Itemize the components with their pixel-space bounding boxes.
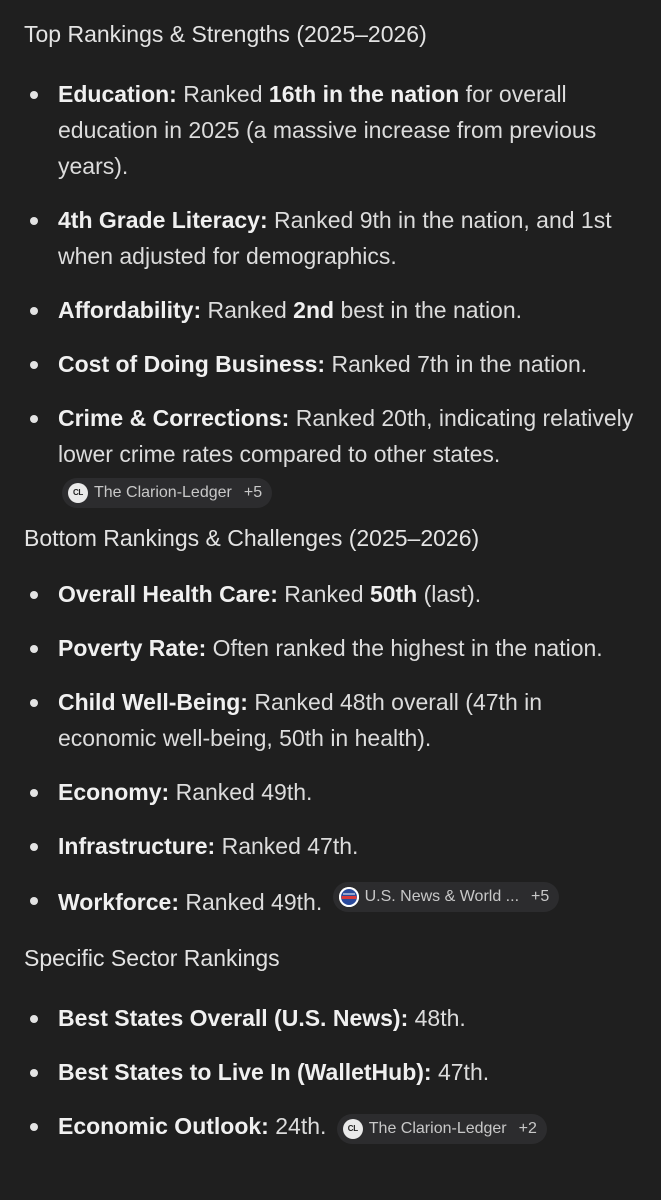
list-item: Cost of Doing Business: Ranked 7th in th… bbox=[24, 346, 637, 382]
section-heading-bottom-rankings: Bottom Rankings & Challenges (2025–2026) bbox=[24, 525, 480, 551]
item-label: Workforce: bbox=[58, 889, 179, 915]
source-chip-clarion-ledger[interactable]: CL The Clarion-Ledger +5 bbox=[62, 478, 273, 508]
sector-rankings-list: Best States Overall (U.S. News): 48th. B… bbox=[24, 1000, 637, 1144]
chip-more-count: +2 bbox=[518, 1120, 537, 1137]
clarion-ledger-logo-icon: CL bbox=[68, 483, 88, 503]
list-item: Education: Ranked 16th in the nation for… bbox=[24, 76, 637, 184]
item-text: Ranked 9th in the nation, and 1st when a… bbox=[58, 207, 612, 269]
source-chip-clarion-ledger[interactable]: CL The Clarion-Ledger +2 bbox=[336, 1114, 547, 1144]
bullet-icon bbox=[30, 1123, 38, 1131]
bullet-icon bbox=[30, 217, 38, 225]
list-item: Crime & Corrections: Ranked 20th, indica… bbox=[24, 400, 637, 508]
list-item: Workforce: Ranked 49th. U.S. News & Worl… bbox=[24, 882, 637, 920]
bullet-icon bbox=[30, 699, 38, 707]
item-text: Often ranked the highest in the nation. bbox=[206, 635, 603, 661]
bullet-icon bbox=[30, 91, 38, 99]
list-item: Child Well-Being: Ranked 48th overall (4… bbox=[24, 684, 637, 756]
source-chip-us-news[interactable]: U.S. News & World ... +5 bbox=[332, 882, 560, 912]
bullet-icon bbox=[30, 645, 38, 653]
bullet-icon bbox=[30, 843, 38, 851]
chip-more-count: +5 bbox=[243, 484, 263, 501]
list-item: Affordability: Ranked 2nd best in the na… bbox=[24, 292, 637, 328]
item-text: Ranked 20th, indicating relatively lower… bbox=[58, 405, 634, 467]
chip-more-count: +5 bbox=[531, 888, 550, 905]
bullet-icon bbox=[30, 1015, 38, 1023]
bottom-rankings-list: Overall Health Care: Ranked 50th (last).… bbox=[24, 576, 637, 920]
item-text: 24th. bbox=[268, 1113, 327, 1139]
section-heading-sector-rankings: Specific Sector Rankings bbox=[24, 945, 280, 971]
item-text: best in the nation. bbox=[334, 297, 523, 323]
list-item: Economy: Ranked 49th. bbox=[24, 774, 637, 810]
list-item: Overall Health Care: Ranked 50th (last). bbox=[24, 576, 637, 612]
section-heading-top-rankings: Top Rankings & Strengths (2025–2026) bbox=[24, 21, 427, 47]
chip-source-name: The Clarion-Ledger bbox=[94, 484, 232, 501]
list-item: Poverty Rate: Often ranked the highest i… bbox=[24, 630, 637, 666]
item-text: Ranked bbox=[201, 297, 294, 323]
item-emphasis: 50th bbox=[369, 581, 418, 607]
chip-source-name: U.S. News & World ... bbox=[364, 888, 520, 905]
list-item: Infrastructure: Ranked 47th. bbox=[24, 828, 637, 864]
bullet-icon bbox=[30, 897, 38, 905]
item-text: Ranked 49th. bbox=[179, 889, 323, 915]
item-text: Ranked 47th. bbox=[215, 833, 359, 859]
item-label: Education: bbox=[58, 81, 177, 107]
item-label: Best States to Live In (WalletHub): bbox=[58, 1059, 432, 1085]
item-label: Affordability: bbox=[58, 297, 202, 323]
item-text: Ranked 7th in the nation. bbox=[325, 351, 588, 377]
item-text: 47th. bbox=[431, 1059, 490, 1085]
item-text: Ranked 48th overall (47th in economic we… bbox=[58, 689, 543, 751]
item-text: Ranked bbox=[277, 581, 370, 607]
top-rankings-list: Education: Ranked 16th in the nation for… bbox=[24, 76, 637, 508]
item-text: Ranked bbox=[176, 81, 269, 107]
item-text: for overall education in 2025 (a massive… bbox=[58, 81, 597, 179]
item-label: Best States Overall (U.S. News): bbox=[58, 1005, 409, 1031]
clarion-ledger-logo-icon: CL bbox=[342, 1119, 363, 1139]
item-label: Economy: bbox=[58, 779, 170, 805]
bullet-icon bbox=[30, 1069, 38, 1077]
item-text: (last). bbox=[417, 581, 482, 607]
item-label: Cost of Doing Business: bbox=[58, 351, 326, 377]
chip-source-name: The Clarion-Ledger bbox=[368, 1120, 507, 1137]
us-news-logo-icon bbox=[338, 887, 359, 907]
bullet-icon bbox=[30, 307, 38, 315]
list-item: Best States to Live In (WalletHub): 47th… bbox=[24, 1054, 637, 1090]
item-text: 48th. bbox=[408, 1005, 466, 1031]
item-label: Poverty Rate: bbox=[58, 635, 207, 661]
list-item: 4th Grade Literacy: Ranked 9th in the na… bbox=[24, 202, 637, 274]
item-label: Child Well-Being: bbox=[58, 689, 248, 715]
item-label: Overall Health Care: bbox=[58, 581, 278, 607]
item-label: Crime & Corrections: bbox=[58, 405, 290, 431]
item-label: Economic Outlook: bbox=[58, 1113, 269, 1139]
bullet-icon bbox=[30, 415, 38, 423]
list-item: Best States Overall (U.S. News): 48th. bbox=[24, 1000, 637, 1036]
item-emphasis: 2nd bbox=[293, 297, 335, 323]
item-label: Infrastructure: bbox=[58, 833, 216, 859]
item-text: Ranked 49th. bbox=[169, 779, 313, 805]
list-item: Economic Outlook: 24th. CL The Clarion-L… bbox=[24, 1108, 637, 1144]
bullet-icon bbox=[30, 591, 38, 599]
item-label: 4th Grade Literacy: bbox=[58, 207, 268, 233]
bullet-icon bbox=[30, 789, 38, 797]
bullet-icon bbox=[30, 361, 38, 369]
item-emphasis: 16th in the nation bbox=[268, 81, 460, 107]
